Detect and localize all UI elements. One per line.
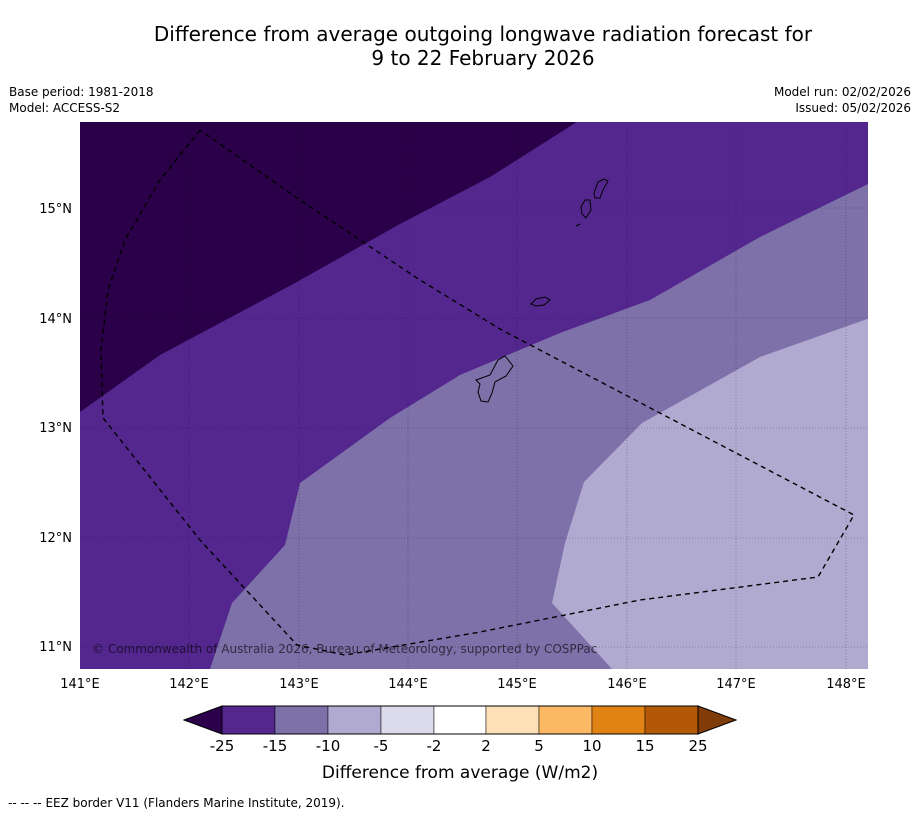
meta-left: Base period: 1981-2018 Model: ACCESS-S2	[9, 84, 154, 116]
cb-tick-5: 5	[534, 737, 544, 755]
colorbar-cell-2-to-5	[485, 705, 540, 735]
colorbar-outline	[221, 705, 699, 735]
cb-tick-15: 15	[635, 737, 654, 755]
cb-tick-2: 2	[481, 737, 491, 755]
title-line-2: 9 to 22 February 2026	[371, 46, 595, 70]
colorbar: -25 -15 -10 -5 -2 2 5 10 15 25 Differenc…	[182, 705, 738, 783]
colorbar-extend-high	[697, 705, 738, 735]
lon-axis: 141°E 142°E 143°E 144°E 145°E 146°E 147°…	[60, 677, 866, 692]
colorbar-cell-minus-25-to-minus-15	[221, 705, 276, 735]
lon-label-147e: 147°E	[716, 677, 756, 692]
colorbar-cells	[221, 705, 699, 735]
cb-tick-minus-25: -25	[210, 737, 235, 755]
lon-label-141e: 141°E	[60, 677, 100, 692]
island-aguijan	[575, 223, 581, 227]
meta-right: Model run: 02/02/2026 Issued: 05/02/2026	[774, 84, 911, 116]
colorbar-cell-minus-2-to-2	[433, 705, 487, 735]
colorbar-cell-15-to-25	[644, 705, 699, 735]
chart-title: Difference from average outgoing longwav…	[40, 22, 919, 70]
cb-tick-minus-5: -5	[374, 737, 389, 755]
islands	[475, 178, 609, 403]
model-name: Model: ACCESS-S2	[9, 101, 121, 115]
island-rota	[530, 296, 551, 307]
model-run: Model run: 02/02/2026	[773, 85, 911, 99]
colorbar-extend-low	[182, 705, 223, 735]
lat-label-13n: 13°N	[39, 421, 72, 436]
island-guam	[475, 355, 514, 403]
colorbar-cell-minus-5-to-minus-2	[380, 705, 435, 735]
island-tinian	[580, 199, 592, 219]
colorbar-tick-labels: -25 -15 -10 -5 -2 2 5 10 15 25	[210, 737, 708, 755]
colorbar-cell-10-to-15	[591, 705, 646, 735]
issued-date: Issued: 05/02/2026	[795, 101, 911, 115]
lat-axis: 15°N 14°N 13°N 12°N 11°N	[39, 202, 72, 655]
lon-label-143e: 143°E	[279, 677, 319, 692]
lat-label-11n: 11°N	[39, 640, 72, 655]
lon-label-142e: 142°E	[169, 677, 209, 692]
lat-gridlines	[80, 207, 868, 648]
title-line-1: Difference from average outgoing longwav…	[153, 22, 813, 46]
zone-minus-10-to-minus-5	[552, 318, 868, 669]
cb-tick-25: 25	[688, 737, 707, 755]
lon-label-146e: 146°E	[607, 677, 647, 692]
island-saipan	[593, 178, 609, 199]
colorbar-cell-minus-10-to-minus-5	[327, 705, 382, 735]
lon-label-144e: 144°E	[388, 677, 428, 692]
cb-tick-10: 10	[582, 737, 601, 755]
lat-label-15n: 15°N	[39, 202, 72, 217]
map-area: © Commonwealth of Australia 2026, Bureau…	[80, 122, 868, 669]
colorbar-cell-5-to-10	[538, 705, 593, 735]
lon-label-148e: 148°E	[826, 677, 866, 692]
base-period: Base period: 1981-2018	[9, 85, 154, 99]
lat-label-12n: 12°N	[39, 531, 72, 546]
cb-tick-minus-10: -10	[316, 737, 341, 755]
colorbar-cell-minus-15-to-minus-10	[274, 705, 329, 735]
cb-tick-minus-2: -2	[427, 737, 442, 755]
footer-legend: -- -- -- EEZ border V11 (Flanders Marine…	[8, 796, 345, 810]
colorbar-title: Difference from average (W/m2)	[322, 763, 598, 783]
eez-legend-symbol: -- -- --	[8, 796, 42, 810]
lat-label-14n: 14°N	[39, 312, 72, 327]
eez-legend-label: EEZ border V11 (Flanders Marine Institut…	[45, 796, 345, 810]
cb-tick-minus-15: -15	[263, 737, 288, 755]
copyright-notice: © Commonwealth of Australia 2026, Bureau…	[92, 642, 597, 656]
lon-label-145e: 145°E	[497, 677, 537, 692]
